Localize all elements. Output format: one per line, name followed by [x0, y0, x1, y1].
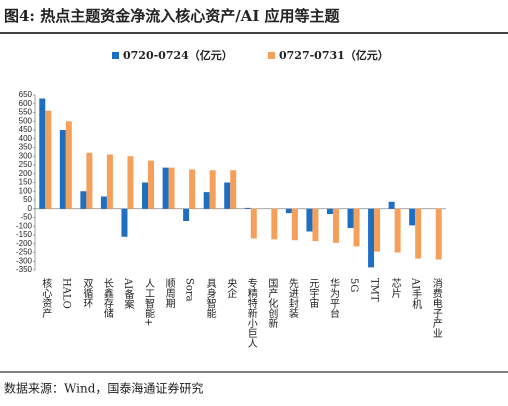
- x-tick-label: HALO: [60, 278, 71, 309]
- y-tick-label: 350: [19, 143, 33, 152]
- bar: [285, 208, 292, 214]
- y-tick-label: 50: [23, 195, 32, 204]
- y-tick-label: -300: [16, 256, 33, 265]
- bar: [306, 208, 313, 232]
- bar: [142, 182, 149, 209]
- bar: [121, 208, 128, 237]
- x-tick-label: 国产化创新: [266, 278, 278, 329]
- source: 数据来源：Wind，国泰海通证券研究: [4, 381, 203, 396]
- y-tick-label: -250: [16, 248, 33, 257]
- legend-swatch: [268, 52, 275, 59]
- bar: [80, 191, 87, 209]
- bar: [374, 208, 381, 252]
- bar: [203, 192, 210, 209]
- bar: [162, 167, 169, 209]
- x-tick-label: 长鑫存储: [101, 278, 113, 319]
- bar: [224, 182, 231, 209]
- x-tick-label: 顺周期: [163, 278, 175, 309]
- bar: [106, 154, 113, 209]
- y-tick-label: -150: [16, 230, 33, 239]
- y-tick-label: 600: [19, 99, 33, 108]
- x-tick-label: 先进封装: [286, 278, 298, 319]
- y-tick-label: 250: [19, 160, 33, 169]
- y-tick-label: -200: [16, 239, 33, 248]
- x-tick-label: 核心资产: [40, 277, 52, 319]
- legend-label: 0727-0731（亿元）: [279, 48, 389, 62]
- bar: [291, 208, 298, 241]
- x-tick-label: 专精特新小巨人: [245, 277, 257, 348]
- x-tick-label: 双循环: [81, 278, 93, 309]
- y-tick-label: 500: [19, 116, 33, 125]
- bar: [250, 208, 257, 239]
- y-tick-label: 150: [19, 178, 33, 187]
- bar: [271, 208, 278, 240]
- x-tick-label: 央企: [225, 277, 237, 298]
- chart-title: 图4: 热点主题资金净流入核心资产/AI 应用等主题: [4, 7, 341, 25]
- x-tick-label: AI手机: [410, 277, 422, 310]
- bar: [168, 167, 175, 209]
- bar: [368, 208, 375, 268]
- legend-swatch: [112, 52, 119, 59]
- bar: [353, 208, 360, 247]
- bar: [148, 160, 155, 209]
- x-tick-label: 5G: [348, 278, 359, 292]
- bar: [388, 201, 395, 209]
- bar: [415, 208, 422, 259]
- bar: [312, 208, 319, 242]
- bar: [394, 208, 401, 253]
- x-tick-label: 华为平台: [327, 277, 339, 319]
- y-tick-label: 550: [19, 108, 33, 117]
- x-tick-label: 元宇宙: [307, 278, 319, 309]
- x-tick-label: TMT: [369, 278, 380, 302]
- x-tick-label: 芯片: [389, 277, 401, 299]
- bar: [45, 110, 52, 209]
- y-tick-label: 0: [28, 204, 33, 213]
- y-tick-label: 200: [19, 169, 33, 178]
- x-tick-label: Sora: [184, 278, 195, 302]
- bar: [189, 169, 196, 209]
- x-tick-label: 消费电子产业: [430, 277, 442, 338]
- bar: [230, 170, 237, 209]
- bar: [65, 121, 72, 209]
- x-tick-label: 具身智能: [204, 278, 216, 319]
- legend-label: 0720-0724（亿元）: [123, 48, 233, 62]
- bar: [39, 98, 46, 209]
- y-tick-label: 450: [19, 125, 33, 134]
- bar: [435, 208, 442, 260]
- x-tick-label: 人工智能+: [143, 278, 155, 327]
- bar: [326, 208, 333, 214]
- bar: [86, 152, 93, 209]
- y-tick-label: 400: [19, 134, 33, 143]
- y-tick-label: -50: [20, 213, 32, 222]
- x-tick-label: AI备案: [122, 277, 134, 310]
- y-tick-label: -100: [16, 221, 33, 230]
- bar: [59, 130, 66, 209]
- bar: [127, 156, 134, 209]
- bar: [244, 207, 251, 209]
- y-tick-label: -350: [16, 265, 33, 274]
- bar: [100, 196, 107, 209]
- y-tick-label: 650: [19, 90, 33, 99]
- bar: [332, 208, 339, 243]
- bar: [409, 208, 416, 226]
- bar: [209, 170, 216, 209]
- bar: [183, 208, 190, 221]
- y-tick-label: 100: [19, 186, 33, 195]
- y-tick-label: 300: [19, 151, 33, 160]
- bar: [347, 208, 354, 228]
